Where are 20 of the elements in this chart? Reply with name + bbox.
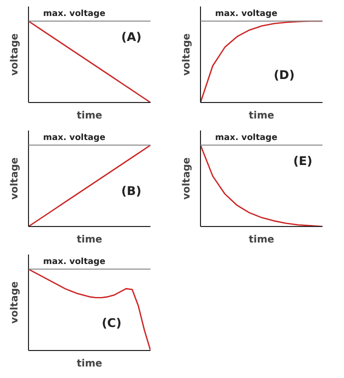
x-axis-title: time <box>248 110 274 122</box>
y-axis-title: voltage <box>182 33 192 76</box>
x-axis-title: time <box>76 110 102 122</box>
ref-line-label: max. voltage <box>43 133 106 144</box>
x-axis-title: time <box>76 358 102 370</box>
annotation: (C) <box>102 316 122 330</box>
y-axis-title: voltage <box>10 33 20 76</box>
ref-line-label: max. voltage <box>43 9 106 20</box>
x-axis-title: time <box>76 234 102 246</box>
ref-line-label: max. voltage <box>215 133 278 144</box>
annotation: (B) <box>121 184 142 198</box>
y-axis-title: voltage <box>182 157 192 200</box>
y-axis-title: voltage <box>10 281 20 324</box>
y-axis-title: voltage <box>10 157 20 200</box>
annotation: (D) <box>274 68 295 82</box>
annotation: (E) <box>293 154 312 168</box>
ref-line-label: max. voltage <box>43 257 106 268</box>
ref-line-label: max. voltage <box>215 9 278 20</box>
annotation: (A) <box>121 30 142 44</box>
x-axis-title: time <box>248 234 274 246</box>
